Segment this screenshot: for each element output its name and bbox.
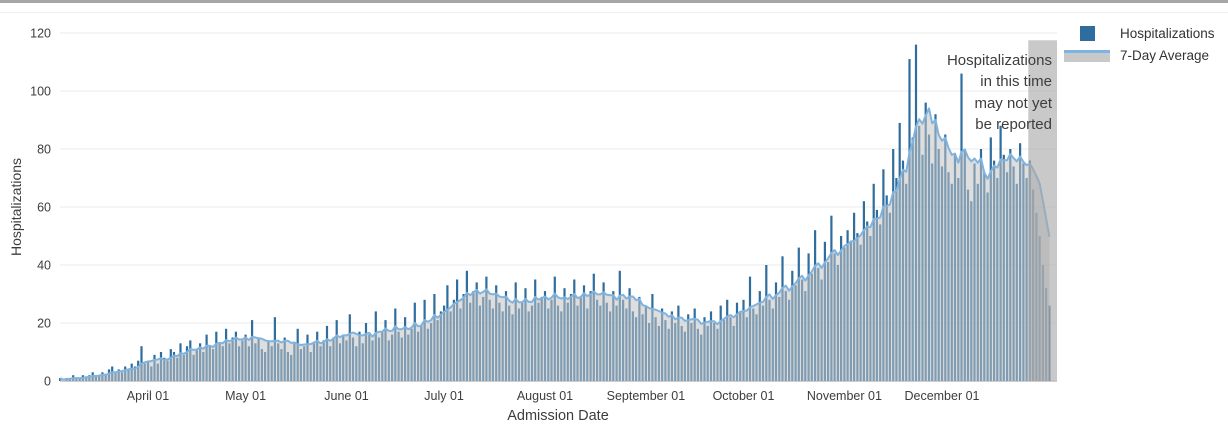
y-tick-label: 120 xyxy=(30,27,51,41)
7day-average-swatch-icon xyxy=(1064,49,1110,62)
legend-item-7day-average[interactable]: 7-Day Average xyxy=(1064,48,1215,63)
unreported-annotation: Hospitalizations in this time may not ye… xyxy=(946,52,1052,134)
legend-swatch-cell xyxy=(1064,49,1110,62)
x-axis-title: Admission Date xyxy=(507,408,609,424)
unreported-region-band xyxy=(1028,40,1057,382)
x-tick-label: July 01 xyxy=(424,389,464,403)
page-top-border xyxy=(0,0,1228,3)
legend-label-hospitalizations: Hospitalizations xyxy=(1120,26,1215,41)
x-tick-label: September 01 xyxy=(607,389,686,403)
y-tick-label: 80 xyxy=(37,143,51,157)
x-tick-label: October 01 xyxy=(713,389,775,403)
legend-swatch-cell xyxy=(1064,26,1110,41)
avg-line xyxy=(59,107,1051,381)
x-tick-label: December 01 xyxy=(904,389,979,403)
x-tick-label: April 01 xyxy=(127,389,169,403)
x-tick-label: November 01 xyxy=(807,389,882,403)
legend: Hospitalizations 7-Day Average xyxy=(1064,26,1215,70)
hospitalizations-swatch-icon xyxy=(1079,26,1095,41)
x-tick-label: May 01 xyxy=(225,389,266,403)
x-tick-label: June 01 xyxy=(324,389,369,403)
legend-item-hospitalizations[interactable]: Hospitalizations xyxy=(1064,26,1215,41)
y-axis-title: Hospitalizations xyxy=(8,157,24,257)
avg-area xyxy=(60,108,1050,382)
legend-label-7day-average: 7-Day Average xyxy=(1120,48,1210,63)
page-top-border-shadow xyxy=(0,12,1228,13)
y-tick-label: 20 xyxy=(37,317,51,331)
y-tick-label: 40 xyxy=(37,259,51,273)
x-tick-label: August 01 xyxy=(517,389,573,403)
y-tick-label: 60 xyxy=(37,201,51,215)
y-tick-label: 100 xyxy=(30,85,51,99)
y-tick-label: 0 xyxy=(44,375,51,389)
